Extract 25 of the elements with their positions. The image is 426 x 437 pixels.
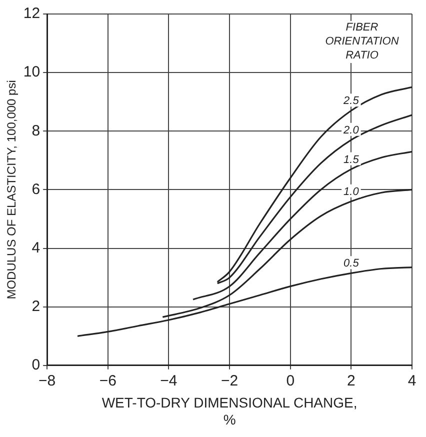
legend-title: FIBER ORIENTATION RATIO [325,22,399,62]
series-label: 1.5 [344,154,360,166]
series-label: 0.5 [344,258,360,270]
x-axis-title: WET-TO-DRY DIMENSIONAL CHANGE, % [102,394,358,428]
y-tick-label: 10 [23,64,40,81]
y-tick-label: 4 [32,239,40,256]
y-axis-title: MODULUS OF ELASTICITY, 100,000 psi [4,80,19,300]
y-tick-label: 12 [23,5,40,22]
series-label: 1.0 [344,186,360,198]
y-tick-label: 2 [32,298,40,315]
y-tick-label: 0 [32,356,40,374]
x-tick-label: 2 [347,372,356,390]
x-tick-label: −6 [99,372,116,390]
y-tick-label: 8 [32,122,40,140]
series-label: 2.5 [342,95,360,108]
x-tick-label: 4 [408,372,416,390]
x-tick-label: −8 [38,372,56,390]
line-series [192,150,412,300]
x-tick-label: −4 [160,372,178,390]
line-series [76,266,412,337]
series-label: 2.0 [342,124,360,136]
x-tick-label: 0 [286,372,295,390]
line-series [162,188,412,318]
y-tick-label: 6 [32,180,40,198]
x-tick-label: −2 [220,372,238,390]
